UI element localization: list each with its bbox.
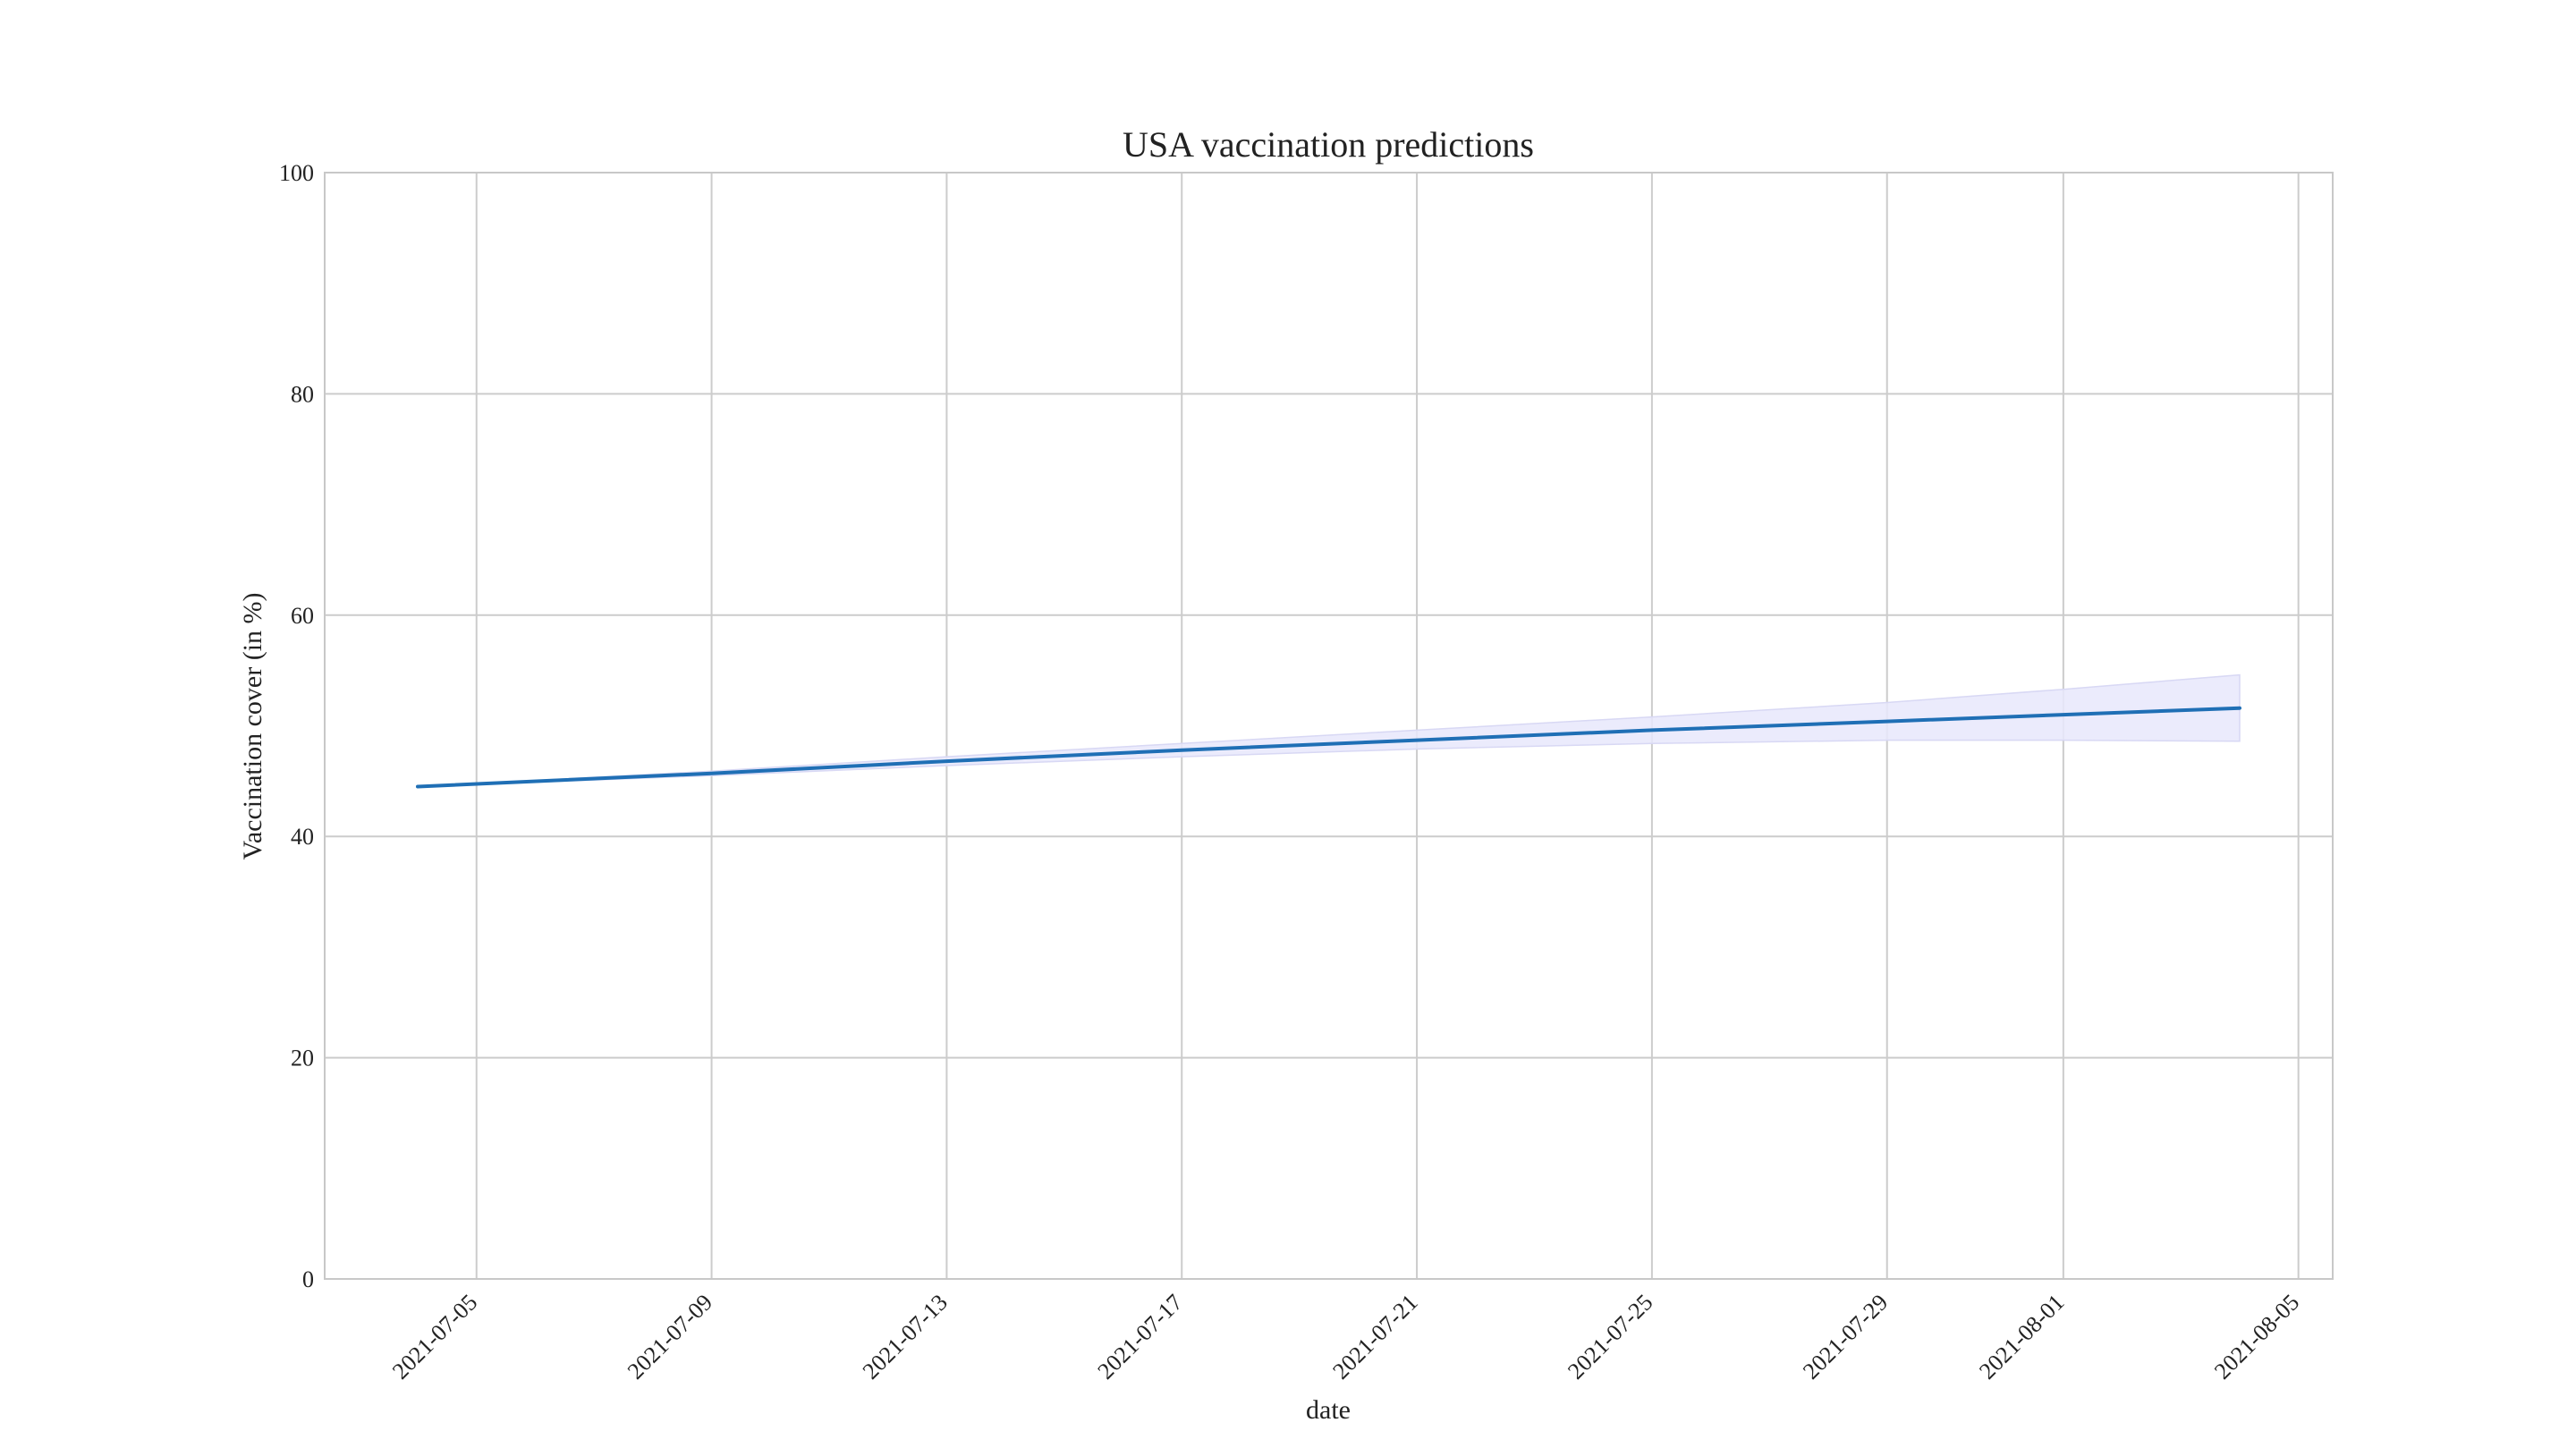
prediction-line xyxy=(416,706,2241,789)
y-tick-label: 0 xyxy=(302,1266,314,1292)
series-line-layer xyxy=(416,706,2241,789)
y-tick-label: 20 xyxy=(291,1046,314,1071)
y-axis-title: Vaccination cover (in %) xyxy=(238,592,267,859)
y-axis-ticks: 0 20 40 60 80 100 xyxy=(279,160,314,1292)
y-tick-label: 60 xyxy=(291,603,314,629)
grid xyxy=(325,172,2333,1280)
x-axis-title: date xyxy=(1306,1395,1351,1425)
plot-frame xyxy=(324,172,2334,1280)
chart-title: USA vaccination predictions xyxy=(1123,124,1534,165)
y-tick-label: 80 xyxy=(291,381,314,407)
y-tick-label: 40 xyxy=(291,824,314,850)
y-tick-label: 100 xyxy=(279,160,314,186)
